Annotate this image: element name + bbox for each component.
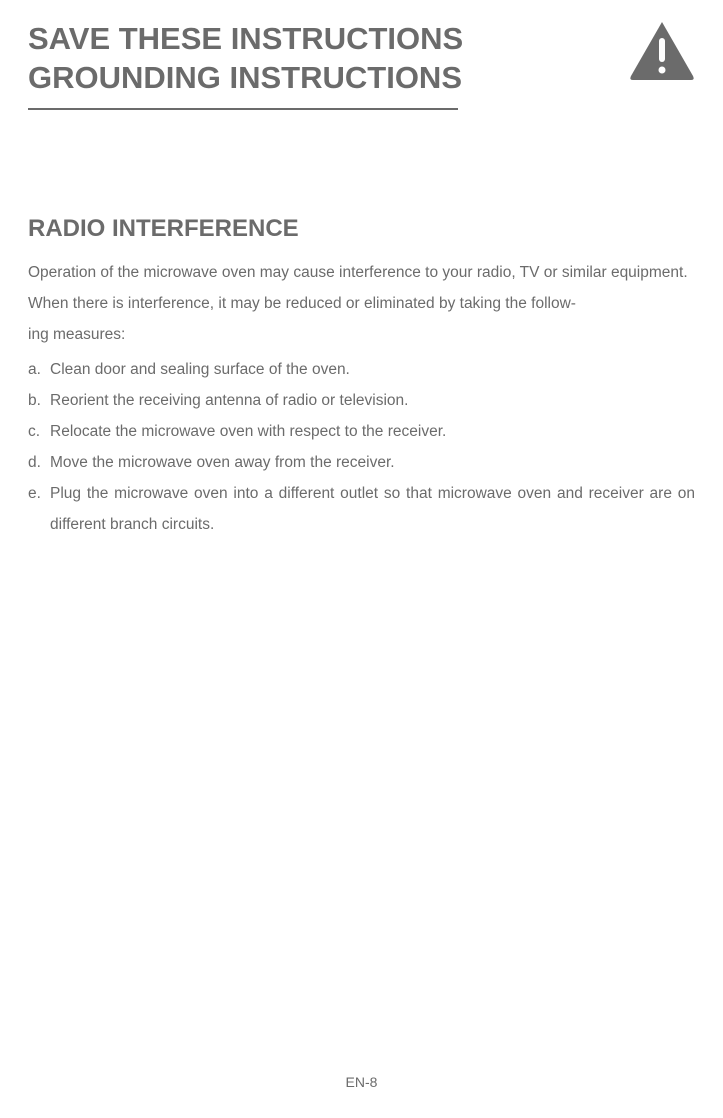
list-item: e. Plug the microwave oven into a differ…	[28, 478, 695, 540]
intro-paragraph-2: When there is interference, it may be re…	[28, 288, 695, 319]
list-item: d. Move the microwave oven away from the…	[28, 447, 695, 478]
warning-icon	[629, 20, 695, 80]
list-label: d.	[28, 447, 50, 478]
section-title: RADIO INTERFERENCE	[28, 215, 695, 243]
list-text: Clean door and sealing surface of the ov…	[50, 354, 695, 385]
list-label: e.	[28, 478, 50, 509]
list-item: a. Clean door and sealing surface of the…	[28, 354, 695, 385]
header-row: SAVE THESE INSTRUCTIONS GROUNDING INSTRU…	[28, 20, 695, 98]
list-text: Plug the microwave oven into a different…	[50, 478, 695, 540]
main-title: SAVE THESE INSTRUCTIONS GROUNDING INSTRU…	[28, 20, 463, 98]
intro-paragraph-3: ing measures:	[28, 319, 695, 350]
list-label: c.	[28, 416, 50, 447]
list-label: a.	[28, 354, 50, 385]
header-divider	[28, 108, 458, 110]
list-item: b. Reorient the receiving antenna of rad…	[28, 385, 695, 416]
intro-paragraph-1: Operation of the microwave oven may caus…	[28, 257, 695, 288]
list-text: Relocate the microwave oven with respect…	[50, 416, 695, 447]
page-number: EN-8	[346, 1074, 378, 1090]
title-line-2: GROUNDING INSTRUCTIONS	[28, 59, 463, 98]
list-text: Move the microwave oven away from the re…	[50, 447, 695, 478]
instruction-list: a. Clean door and sealing surface of the…	[28, 354, 695, 540]
list-item: c. Relocate the microwave oven with resp…	[28, 416, 695, 447]
title-line-1: SAVE THESE INSTRUCTIONS	[28, 20, 463, 59]
list-label: b.	[28, 385, 50, 416]
list-text: Reorient the receiving antenna of radio …	[50, 385, 695, 416]
